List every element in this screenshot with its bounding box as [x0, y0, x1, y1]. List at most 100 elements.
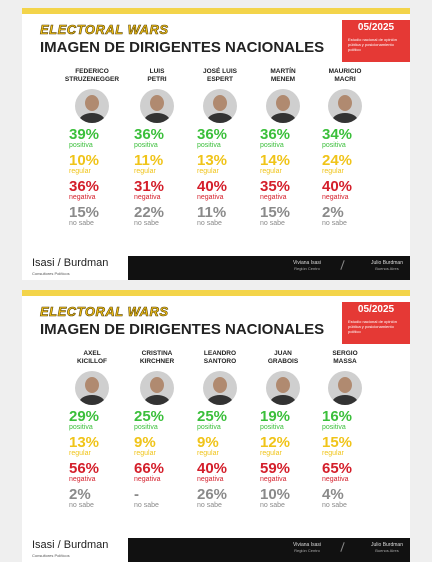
logo: Isasi / Burdman [32, 539, 109, 551]
stat-label: regular [322, 168, 344, 175]
stat-value: 2% [322, 204, 344, 221]
stat-row: 59% negativa [251, 461, 315, 487]
person-name: MARTÍN [270, 68, 296, 75]
stat-value: 59% [260, 460, 291, 477]
stat-label: regular [260, 168, 282, 175]
person-name: MENEM [270, 76, 296, 83]
date: 05/2025 [357, 304, 395, 315]
stat-label: no sabe [322, 220, 347, 227]
person-column: SERGIO MASSA 16% positiva 15% regular 65% negat… [313, 350, 377, 513]
stat-row: 65% negativa [313, 461, 377, 487]
stat-row: 15% regular [313, 435, 377, 461]
stat-label: regular [322, 450, 344, 457]
stat-value: 40% [197, 460, 228, 477]
shoulders [332, 395, 358, 405]
person-name: SANTORO [203, 358, 237, 365]
stat-row: 34% positiva [313, 127, 377, 153]
study: Estudio nacional de opinión pública y po… [348, 319, 397, 334]
stat-label: positiva [260, 424, 284, 431]
person-photo [140, 89, 174, 123]
stat-value: 24% [322, 152, 353, 169]
person-name: FEDERICO [75, 68, 109, 75]
person-photo [328, 89, 362, 123]
person-photo [203, 371, 237, 405]
contact-name: Viviana Isasi [293, 260, 321, 266]
logo-subtitle: Consultores Políticos [32, 553, 70, 558]
head [150, 377, 164, 393]
person-photo [75, 89, 109, 123]
person-column: AXEL KICILLOF 29% positiva 13% regular 56% nega… [60, 350, 124, 513]
stat-label: no sabe [322, 502, 347, 509]
person-column: LUIS PETRI 36% positiva 11% regular 31% negativ… [125, 68, 189, 231]
stat-value: 16% [322, 408, 353, 425]
stat-label: regular [69, 168, 91, 175]
stat-value: 31% [134, 178, 165, 195]
stat-row: 40% negativa [188, 461, 252, 487]
stat-row: - no sabe [125, 487, 189, 513]
stat-row: 15% no sabe [251, 205, 315, 231]
stat-row: 36% negativa [60, 179, 124, 205]
stat-value: 10% [69, 152, 100, 169]
person-column: CRISTINA KIRCHNER 25% positiva 9% regular 66% n… [125, 350, 189, 513]
stat-label: positiva [69, 142, 93, 149]
badge [342, 302, 410, 344]
stat-label: negativa [69, 476, 96, 483]
contact-place: Región Centro [294, 548, 320, 553]
stat-label: regular [69, 450, 91, 457]
stat-row: 22% no sabe [125, 205, 189, 231]
title: IMAGEN DE DIRIGENTES NACIONALES [40, 39, 325, 56]
person-photo [140, 371, 174, 405]
stat-row: 66% negativa [125, 461, 189, 487]
stat-label: no sabe [197, 220, 222, 227]
stat-value: 4% [322, 486, 344, 503]
stat-row: 12% regular [251, 435, 315, 461]
person-name: KICILLOF [77, 358, 107, 365]
stat-row: 13% regular [60, 435, 124, 461]
stat-label: positiva [322, 424, 346, 431]
stat-label: negativa [322, 476, 349, 483]
person-column: MARTÍN MENEM 36% positiva 14% regular 35% negat… [251, 68, 315, 231]
person-column: JOSÉ LUIS ESPERT 36% positiva 13% regular 40% n… [188, 68, 252, 231]
person-name: KIRCHNER [139, 358, 175, 365]
head [213, 377, 227, 393]
head [85, 95, 99, 111]
stat-row: 16% positiva [313, 409, 377, 435]
shoulders [79, 113, 105, 123]
shoulders [144, 395, 170, 405]
person-column: JUAN GRABOIS 19% positiva 12% regular 59% negat… [251, 350, 315, 513]
stat-label: positiva [69, 424, 93, 431]
stat-value: 65% [322, 460, 353, 477]
stat-value: 22% [134, 204, 165, 221]
person-name: PETRI [147, 76, 167, 83]
stat-value: 66% [134, 460, 165, 477]
stat-value: 26% [197, 486, 228, 503]
brand: ELECTORAL WARS [40, 304, 169, 320]
shoulders [207, 395, 233, 405]
person-name: STRUZENEGGER [64, 76, 120, 83]
stat-row: 19% positiva [251, 409, 315, 435]
stat-value: 12% [260, 434, 291, 451]
stat-label: no sabe [134, 502, 159, 509]
person-photo [203, 89, 237, 123]
stat-row: 40% negativa [188, 179, 252, 205]
stat-value: 9% [197, 434, 219, 451]
person-photo [266, 89, 300, 123]
contact-name: Julio Burdman [371, 260, 403, 266]
person-photo [266, 371, 300, 405]
stat-value: 36% [69, 178, 100, 195]
head [338, 95, 352, 111]
panel: ELECTORAL WARS IMAGEN DE DIRIGENTES NACIO… [22, 290, 410, 562]
stat-label: negativa [260, 194, 287, 201]
stat-label: positiva [134, 424, 158, 431]
stat-row: 10% no sabe [251, 487, 315, 513]
stat-row: 36% positiva [188, 127, 252, 153]
stat-value: 29% [69, 408, 100, 425]
shoulders [332, 113, 358, 123]
person-name: SERGIO [332, 350, 358, 357]
stat-value: 39% [69, 126, 100, 143]
contact-place: Buenos Aires [375, 548, 399, 553]
person-name: MAURICIO [328, 68, 362, 75]
stat-row: 2% no sabe [60, 487, 124, 513]
stat-label: negativa [69, 194, 96, 201]
